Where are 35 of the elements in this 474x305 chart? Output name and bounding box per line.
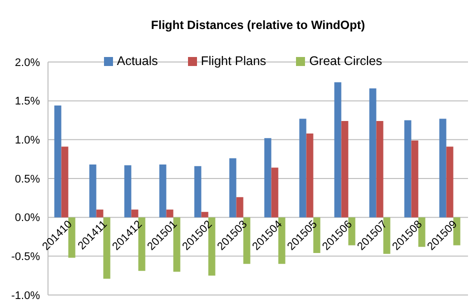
bar: [131, 210, 138, 218]
bar: [61, 146, 68, 218]
bar: [54, 105, 62, 218]
bar: [264, 138, 272, 218]
y-tick-label: 0.5%: [14, 173, 40, 186]
chart-title: Flight Distances (relative to WindOpt): [150, 18, 366, 32]
bar: [96, 210, 104, 218]
legend-label: Flight Plans: [200, 54, 266, 68]
bar: [404, 120, 412, 218]
bar: [166, 210, 174, 218]
y-tick-label: 1.5%: [14, 96, 40, 108]
bar: [236, 197, 244, 218]
bar: [194, 166, 202, 218]
bar: [411, 140, 418, 218]
legend-label: Actuals: [116, 54, 158, 68]
y-tick-label: 1.0%: [14, 134, 40, 147]
bar: [271, 168, 278, 218]
y-tick-label: 0.0%: [14, 212, 40, 224]
bar: [369, 88, 376, 218]
bar: [376, 121, 384, 218]
y-tick-label: 2.0%: [14, 56, 40, 69]
y-tick-label: -0.5%: [11, 251, 40, 264]
bar: [159, 164, 166, 218]
bar: [229, 158, 236, 218]
bar: [446, 146, 454, 218]
legend-label: Great Circles: [309, 54, 382, 68]
bar: [306, 133, 314, 218]
bar: [334, 82, 342, 218]
bar: [341, 121, 348, 218]
bar: [201, 212, 208, 218]
bar: [439, 118, 446, 218]
bar: [124, 165, 132, 218]
y-tick-label: -1.0%: [11, 290, 40, 302]
bar: [89, 164, 96, 218]
bar: [299, 118, 306, 218]
